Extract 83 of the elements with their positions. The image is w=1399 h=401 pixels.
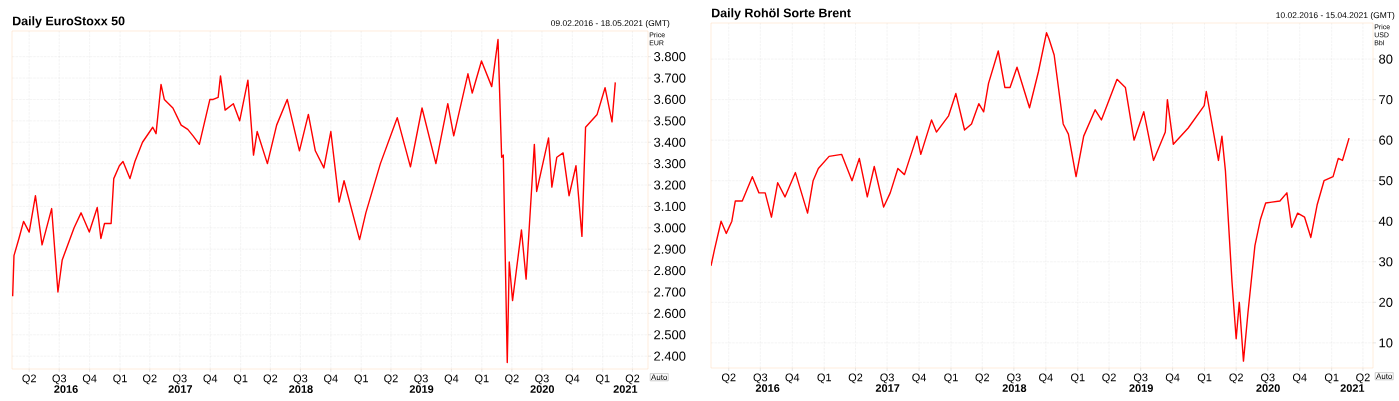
text: 2019 — [1129, 384, 1153, 392]
y-tick-label: 3.700 — [654, 73, 686, 83]
y-tick-label: 10 — [1379, 338, 1393, 348]
x-tick-label: Q4 — [1165, 373, 1180, 384]
x-tick-label: Q2 — [975, 373, 990, 384]
y-tick-label: 50 — [1379, 176, 1393, 186]
x-tick-label: Q4 — [565, 374, 580, 385]
text: 2020 — [530, 385, 555, 393]
text: 2021 — [613, 385, 638, 393]
y-tick-label: 3.200 — [654, 180, 686, 190]
x-tick-label: Q2 — [505, 374, 519, 385]
x-tick-label: Q1 — [113, 374, 127, 385]
line-series — [711, 32, 1350, 362]
y-tick-label: 3.800 — [654, 52, 686, 62]
x-tick-label: Q2 — [625, 374, 640, 385]
y-tick-label: 3.100 — [654, 201, 686, 211]
x-tick-label: Q2 — [721, 373, 736, 384]
x-tick-label: Q1 — [1070, 373, 1085, 384]
y-tick-label: 3.500 — [654, 116, 686, 126]
y-tick-label: 2.800 — [654, 266, 686, 276]
x-tick-label: Q3 — [1133, 373, 1148, 384]
x-tick-label: Q4 — [1292, 373, 1307, 384]
y-tick-label: 2.400 — [654, 351, 686, 361]
y-tick-label: 80 — [1379, 54, 1393, 64]
text: 2017 — [168, 385, 193, 393]
y-tick-label: 3.600 — [654, 94, 686, 105]
chart-subtitle: 10.02.2016 - 15.04.2021 (GMT) — [1276, 11, 1395, 20]
x-tick-label: Q1 — [817, 373, 832, 384]
x-tick-label: Q3 — [1260, 373, 1275, 384]
y-tick-label: 3.400 — [654, 137, 686, 147]
y-tick-label: 70 — [1379, 95, 1393, 105]
x-tick-label: Q1 — [354, 374, 369, 385]
x-tick-label: Q2 — [1102, 373, 1116, 384]
x-tick-label: Q3 — [173, 374, 187, 385]
x-tick-label: Q4 — [324, 374, 338, 385]
x-tick-label: Q1 — [475, 374, 489, 385]
x-tick-label: Q2 — [384, 374, 398, 385]
x-tick-label: Q3 — [52, 374, 67, 385]
x-tick-label: Q1 — [1197, 373, 1212, 384]
y-tick-label: 3.300 — [654, 159, 686, 169]
x-tick-label: Q4 — [203, 374, 218, 385]
x-tick-label: Q3 — [414, 374, 428, 385]
x-tick-label: Q4 — [82, 374, 97, 385]
x-tick-label: Q1 — [595, 374, 610, 385]
x-tick-label: Q4 — [785, 373, 800, 384]
y-tick-label: 2.500 — [654, 330, 686, 340]
y-tick-label: 30 — [1379, 257, 1393, 267]
x-tick-label: Q1 — [944, 373, 958, 384]
x-tick-label: Q2 — [848, 373, 863, 384]
line-series — [12, 38, 616, 364]
y-tick-label: 60 — [1379, 135, 1393, 145]
text: 2019 — [409, 385, 434, 393]
y-tick-label: 2.700 — [654, 287, 686, 297]
y-tick-label: 2.600 — [654, 308, 686, 318]
x-tick-label: Q2 — [142, 374, 157, 385]
text: 2018 — [289, 385, 313, 393]
x-tick-label: Q3 — [535, 374, 549, 385]
chart-title: Daily Rohöl Sorte Brent — [712, 8, 851, 20]
text: 2016 — [755, 384, 780, 392]
x-tick-label: Q3 — [753, 373, 768, 384]
x-tick-label: Q1 — [233, 374, 248, 385]
text: 2016 — [54, 385, 78, 393]
x-tick-label: Q3 — [880, 373, 894, 384]
x-tick-label: Q3 — [1007, 373, 1021, 384]
text: 2021 — [1340, 384, 1365, 392]
text: 2020 — [1256, 384, 1280, 392]
x-tick-label: Q2 — [1356, 373, 1370, 384]
x-tick-label: Q3 — [293, 374, 308, 385]
x-tick-label: Q2 — [1229, 373, 1243, 384]
x-tick-label: Q4 — [444, 374, 459, 385]
x-tick-label: Q1 — [1324, 373, 1339, 384]
x-tick-label: Q4 — [912, 373, 927, 384]
y-tick-label: 20 — [1379, 297, 1393, 307]
x-tick-label: Q2 — [263, 374, 278, 385]
y-tick-label: 2.900 — [654, 244, 686, 254]
chart-title: Daily EuroStoxx 50 — [13, 16, 125, 28]
chart-subtitle: 09.02.2016 - 18.05.2021 (GMT) — [551, 19, 670, 28]
x-tick-label: Q4 — [1039, 373, 1053, 384]
text: 2017 — [875, 384, 900, 392]
text: 2018 — [1002, 384, 1027, 392]
x-tick-label: Q2 — [22, 374, 36, 385]
y-tick-label: 40 — [1378, 216, 1393, 226]
y-tick-label: 3.000 — [654, 223, 686, 233]
